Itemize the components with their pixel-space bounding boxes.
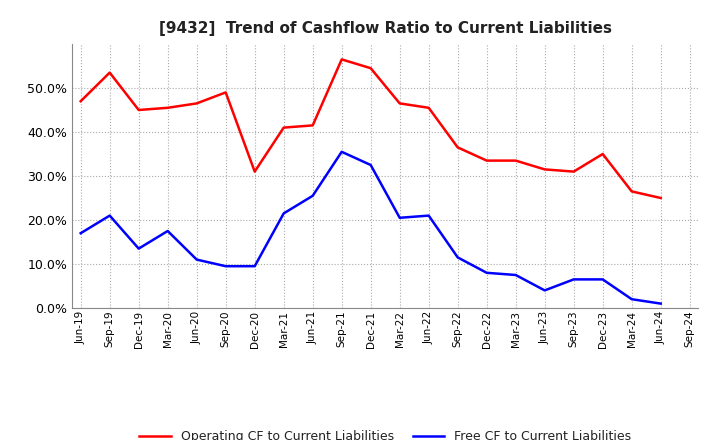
Operating CF to Current Liabilities [424, 105, 433, 110]
Operating CF to Current Liabilities [279, 125, 288, 130]
Free CF to Current Liabilities [279, 211, 288, 216]
Legend: Operating CF to Current Liabilities, Free CF to Current Liabilities: Operating CF to Current Liabilities, Fre… [135, 425, 636, 440]
Operating CF to Current Liabilities [454, 145, 462, 150]
Operating CF to Current Liabilities [192, 101, 201, 106]
Free CF to Current Liabilities [366, 162, 375, 168]
Free CF to Current Liabilities [627, 297, 636, 302]
Free CF to Current Liabilities [598, 277, 607, 282]
Free CF to Current Liabilities [105, 213, 114, 218]
Operating CF to Current Liabilities [366, 66, 375, 71]
Free CF to Current Liabilities [424, 213, 433, 218]
Operating CF to Current Liabilities [541, 167, 549, 172]
Line: Operating CF to Current Liabilities: Operating CF to Current Liabilities [81, 59, 661, 198]
Operating CF to Current Liabilities [482, 158, 491, 163]
Free CF to Current Liabilities [338, 149, 346, 154]
Free CF to Current Liabilities [454, 255, 462, 260]
Operating CF to Current Liabilities [163, 105, 172, 110]
Free CF to Current Liabilities [482, 270, 491, 275]
Operating CF to Current Liabilities [251, 169, 259, 174]
Title: [9432]  Trend of Cashflow Ratio to Current Liabilities: [9432] Trend of Cashflow Ratio to Curren… [158, 21, 612, 36]
Free CF to Current Liabilities [192, 257, 201, 262]
Operating CF to Current Liabilities [135, 107, 143, 113]
Operating CF to Current Liabilities [570, 169, 578, 174]
Operating CF to Current Liabilities [308, 123, 317, 128]
Free CF to Current Liabilities [251, 264, 259, 269]
Free CF to Current Liabilities [76, 231, 85, 236]
Operating CF to Current Liabilities [105, 70, 114, 75]
Free CF to Current Liabilities [570, 277, 578, 282]
Operating CF to Current Liabilities [511, 158, 520, 163]
Operating CF to Current Liabilities [76, 99, 85, 104]
Line: Free CF to Current Liabilities: Free CF to Current Liabilities [81, 152, 661, 304]
Free CF to Current Liabilities [135, 246, 143, 251]
Operating CF to Current Liabilities [395, 101, 404, 106]
Free CF to Current Liabilities [541, 288, 549, 293]
Free CF to Current Liabilities [511, 272, 520, 278]
Operating CF to Current Liabilities [221, 90, 230, 95]
Free CF to Current Liabilities [221, 264, 230, 269]
Free CF to Current Liabilities [657, 301, 665, 306]
Operating CF to Current Liabilities [657, 195, 665, 201]
Operating CF to Current Liabilities [598, 151, 607, 157]
Free CF to Current Liabilities [163, 228, 172, 234]
Free CF to Current Liabilities [395, 215, 404, 220]
Free CF to Current Liabilities [308, 193, 317, 198]
Operating CF to Current Liabilities [627, 189, 636, 194]
Operating CF to Current Liabilities [338, 57, 346, 62]
